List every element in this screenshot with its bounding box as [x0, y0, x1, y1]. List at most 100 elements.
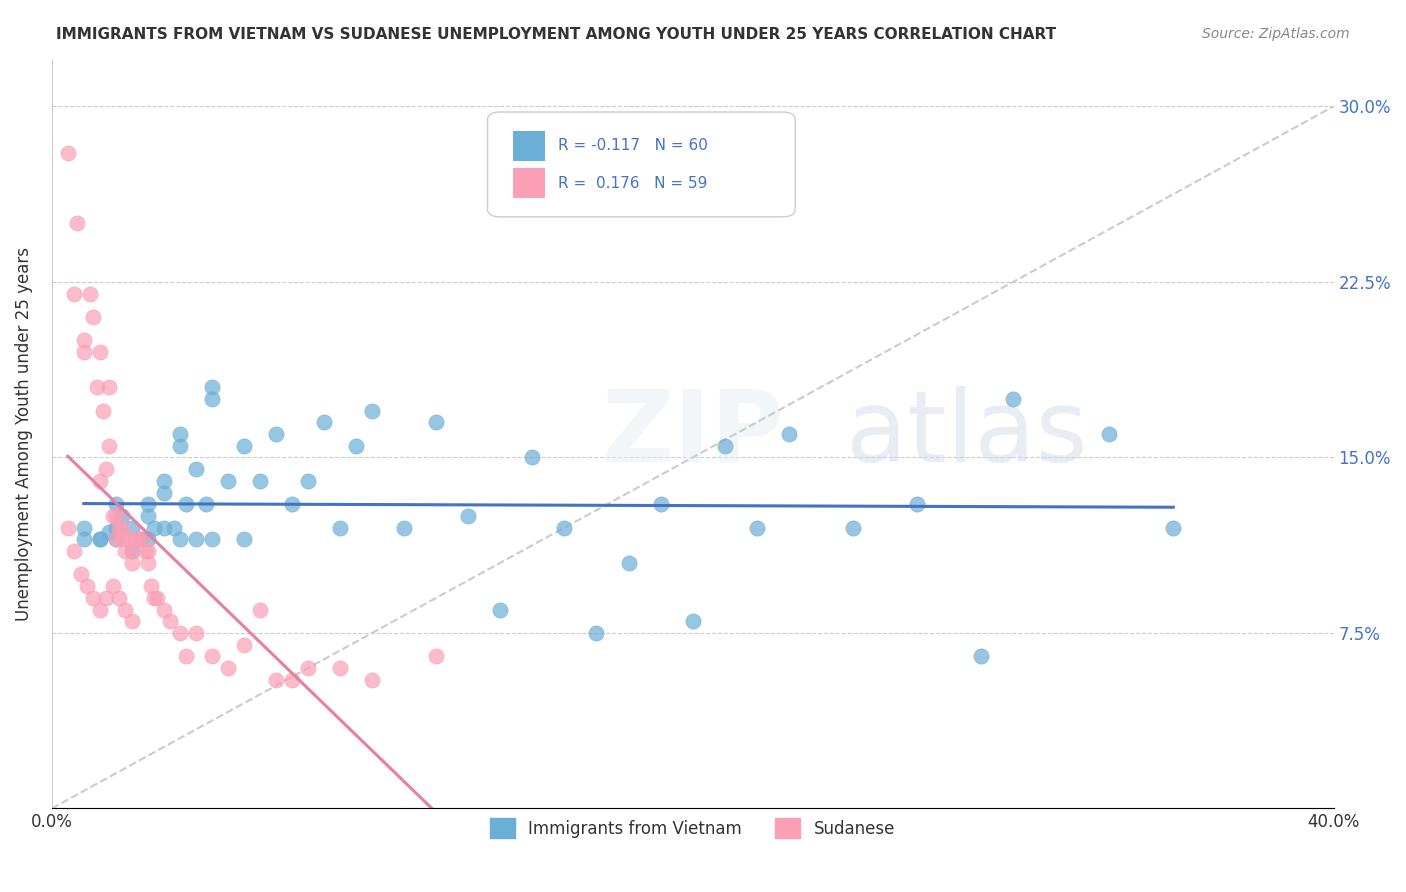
Point — [184, 533, 207, 547]
Point — [136, 533, 159, 547]
Point — [201, 380, 224, 394]
Point — [134, 544, 156, 558]
Point — [201, 392, 224, 406]
Point — [89, 345, 111, 359]
Point — [249, 474, 271, 488]
Point — [217, 661, 239, 675]
Point — [425, 415, 447, 429]
Point — [82, 310, 104, 324]
Point — [98, 380, 121, 394]
Point — [314, 415, 336, 429]
Point — [233, 439, 256, 453]
Point — [745, 521, 768, 535]
Point — [73, 521, 96, 535]
Point — [217, 474, 239, 488]
Point — [121, 544, 143, 558]
Point — [121, 521, 143, 535]
Point — [153, 474, 176, 488]
Point — [111, 521, 134, 535]
Point — [136, 544, 159, 558]
Point — [96, 462, 118, 476]
Point — [425, 649, 447, 664]
Point — [329, 521, 352, 535]
Point — [104, 521, 127, 535]
Point — [98, 439, 121, 453]
Point — [79, 286, 101, 301]
Point — [184, 626, 207, 640]
Point — [98, 525, 121, 540]
Point — [264, 427, 287, 442]
Point — [361, 403, 384, 417]
Point — [108, 521, 131, 535]
Point — [176, 649, 198, 664]
Point — [329, 661, 352, 675]
Point — [143, 521, 166, 535]
Point — [650, 497, 672, 511]
Point — [143, 591, 166, 605]
Point — [361, 673, 384, 687]
Point — [970, 649, 993, 664]
Point — [146, 591, 169, 605]
Point — [153, 485, 176, 500]
Bar — [513, 169, 546, 198]
Point — [121, 614, 143, 628]
Point — [63, 286, 86, 301]
Point — [101, 508, 124, 523]
Point — [89, 533, 111, 547]
Text: Source: ZipAtlas.com: Source: ZipAtlas.com — [1202, 27, 1350, 41]
Point — [553, 521, 575, 535]
Point — [1098, 427, 1121, 442]
Point — [76, 579, 98, 593]
Point — [162, 521, 184, 535]
Point — [96, 591, 118, 605]
Point — [136, 508, 159, 523]
FancyBboxPatch shape — [488, 112, 796, 217]
Point — [264, 673, 287, 687]
Point — [153, 602, 176, 616]
Point — [297, 661, 319, 675]
Point — [713, 439, 735, 453]
Point — [778, 427, 800, 442]
Point — [233, 533, 256, 547]
Point — [89, 602, 111, 616]
Point — [522, 450, 544, 465]
Text: atlas: atlas — [846, 385, 1088, 483]
Point — [89, 533, 111, 547]
Point — [194, 497, 217, 511]
Point — [104, 533, 127, 547]
Point — [489, 602, 512, 616]
Point — [69, 567, 91, 582]
Point — [201, 533, 224, 547]
Point — [104, 508, 127, 523]
Text: ZIP: ZIP — [602, 385, 785, 483]
Point — [159, 614, 181, 628]
Point — [121, 544, 143, 558]
Point — [56, 521, 79, 535]
Point — [111, 508, 134, 523]
Point — [121, 556, 143, 570]
Point — [73, 533, 96, 547]
Legend: Immigrants from Vietnam, Sudanese: Immigrants from Vietnam, Sudanese — [484, 812, 901, 845]
Point — [114, 602, 136, 616]
Point — [585, 626, 607, 640]
Text: IMMIGRANTS FROM VIETNAM VS SUDANESE UNEMPLOYMENT AMONG YOUTH UNDER 25 YEARS CORR: IMMIGRANTS FROM VIETNAM VS SUDANESE UNEM… — [56, 27, 1056, 42]
Point — [101, 579, 124, 593]
Text: R =  0.176   N = 59: R = 0.176 N = 59 — [558, 176, 707, 191]
Point — [1161, 521, 1184, 535]
Point — [297, 474, 319, 488]
Point — [86, 380, 108, 394]
Point — [131, 533, 153, 547]
Point — [136, 497, 159, 511]
Point — [249, 602, 271, 616]
Point — [89, 474, 111, 488]
Point — [111, 533, 134, 547]
Y-axis label: Unemployment Among Youth under 25 years: Unemployment Among Youth under 25 years — [15, 247, 32, 621]
Point — [905, 497, 928, 511]
Point — [169, 533, 191, 547]
Point — [73, 334, 96, 348]
Point — [233, 638, 256, 652]
Point — [184, 462, 207, 476]
Point — [139, 579, 162, 593]
Point — [66, 216, 89, 230]
Point — [82, 591, 104, 605]
